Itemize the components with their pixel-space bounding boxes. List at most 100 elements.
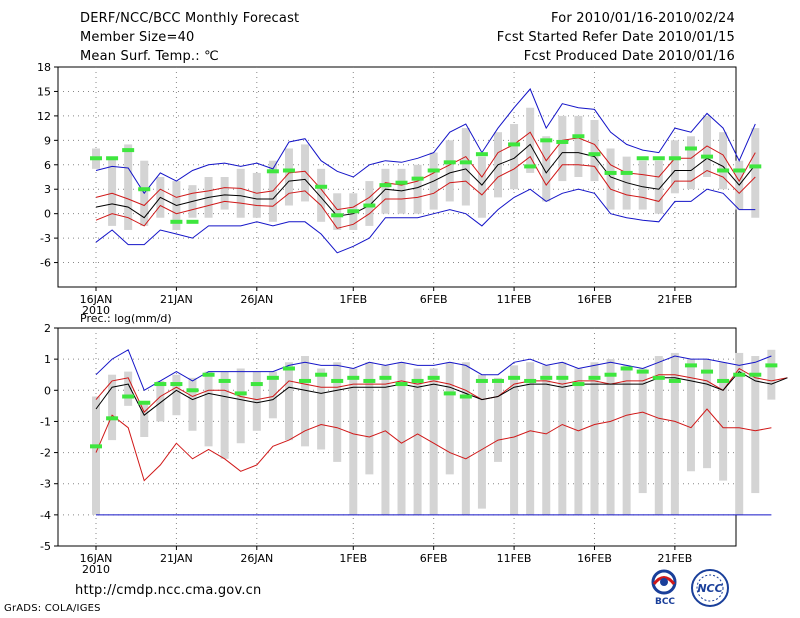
precipitation-spread-box <box>558 362 567 515</box>
precipitation-ytick-label: 2 <box>44 322 51 335</box>
temperature-spread-box <box>606 148 615 210</box>
temperature-ytick-label: -6 <box>40 257 51 270</box>
precipitation-observed-mark <box>684 363 697 368</box>
temperature-year-label: 2010 <box>82 304 110 317</box>
temperature-observed-mark <box>636 156 649 161</box>
temperature-observed-mark <box>604 170 617 175</box>
precipitation-observed-mark <box>395 382 408 387</box>
precipitation-spread-box <box>526 362 535 515</box>
precipitation-spread-box <box>719 362 728 481</box>
precipitation-series-ensemble-max <box>95 349 772 392</box>
precipitation-observed-mark <box>90 444 102 449</box>
precipitation-observed-mark <box>459 394 472 399</box>
forecast-start-date: Fcst Started Refer Date 2010/01/15 <box>496 30 735 45</box>
temperature-observed-mark <box>395 180 408 185</box>
precipitation-xtick-label: 1FEB <box>339 552 367 565</box>
temperature-observed-mark <box>363 203 376 208</box>
temperature-spread-box <box>220 177 229 210</box>
precipitation-ytick-label: -4 <box>40 509 51 522</box>
temperature-spread-box <box>236 168 245 218</box>
temperature-spread-box <box>381 168 390 214</box>
precipitation-observed-mark <box>218 378 231 383</box>
precipitation-observed-mark <box>604 372 617 377</box>
precipitation-observed-mark <box>170 382 183 387</box>
precipitation-ytick-label: -2 <box>40 447 51 460</box>
precipitation-spread-box <box>542 365 551 515</box>
temperature-ytick-label: 18 <box>37 61 51 74</box>
precipitation-spread-box <box>236 368 245 444</box>
precipitation-observed-mark <box>636 369 649 374</box>
precipitation-spread-box <box>268 371 277 419</box>
bcc-logo: BCC <box>643 567 687 607</box>
precipitation-observed-mark <box>250 382 263 387</box>
temperature-xtick-label: 16FEB <box>577 293 612 306</box>
precipitation-ytick-label: -1 <box>40 415 51 428</box>
temperature-spread-box <box>558 115 567 182</box>
precipitation-spread-box <box>108 374 117 441</box>
temperature-observed-mark <box>122 148 135 153</box>
precipitation-spread-box <box>284 362 293 441</box>
precipitation-spread-box <box>429 368 438 515</box>
precipitation-xtick-label: 16FEB <box>577 552 612 565</box>
precipitation-spread-box <box>204 371 213 447</box>
temperature-xtick-label: 26JAN <box>240 293 273 306</box>
temperature-spread-box <box>252 172 261 218</box>
precipitation-spread-box <box>461 362 470 515</box>
temperature-observed-mark <box>411 176 424 181</box>
ncc-logo-text: NCC <box>697 582 722 595</box>
temperature-observed-mark <box>138 187 151 192</box>
precipitation-spread-box <box>220 371 229 459</box>
precipitation-observed-mark <box>154 382 167 387</box>
temperature-observed-mark <box>170 219 183 224</box>
temperature-spread-box <box>590 119 599 182</box>
precipitation-frame <box>57 327 737 547</box>
temperature-ytick-label: 3 <box>44 183 51 196</box>
temperature-observed-mark <box>347 209 360 214</box>
temperature-spread-box <box>542 136 551 202</box>
temperature-observed-mark <box>684 146 697 151</box>
precipitation-observed-mark <box>106 416 119 421</box>
precipitation-spread-box <box>606 359 615 515</box>
precipitation-xtick-label: 6FEB <box>420 552 448 565</box>
temperature-ytick-label: 6 <box>44 159 51 172</box>
temperature-spread-box <box>510 124 519 190</box>
temperature-spread-box <box>638 160 647 210</box>
precipitation-observed-mark <box>492 378 504 383</box>
temperature-ytick-label: 9 <box>44 134 51 147</box>
forecast-period: For 2010/01/16-2010/02/24 <box>551 11 735 26</box>
precipitation-observed-mark <box>138 400 151 405</box>
temperature-ytick-label: 0 <box>44 208 51 221</box>
source-url[interactable]: http://cmdp.ncc.cma.gov.cn <box>75 583 262 598</box>
precipitation-observed-mark <box>572 382 585 387</box>
precipitation-spread-box <box>365 362 374 475</box>
precipitation-spread-box <box>638 368 647 494</box>
temperature-spread-box <box>574 115 583 177</box>
precipitation-observed-mark <box>540 375 553 380</box>
variable-label: Mean Surf. Temp.: ℃ <box>80 49 219 64</box>
temperature-series-ensemble-min <box>95 188 756 254</box>
precipitation-series-ensemble-mean <box>95 370 788 416</box>
precipitation-spread-box <box>156 380 165 422</box>
temperature-observed-mark <box>540 138 553 143</box>
temperature-spread-box <box>108 156 117 226</box>
precipitation-observed-mark <box>524 378 537 383</box>
temperature-observed-mark <box>266 169 279 174</box>
temperature-observed-mark <box>186 219 199 224</box>
temperature-spread-box <box>719 132 728 190</box>
precipitation-observed-mark <box>508 375 521 380</box>
precipitation-spread-box <box>349 368 358 515</box>
precipitation-spread-box <box>477 374 486 509</box>
precipitation-observed-mark <box>443 391 456 396</box>
temperature-observed-mark <box>282 168 295 173</box>
grads-credit: GrADS: COLA/IGES <box>4 603 101 614</box>
precipitation-observed-mark <box>266 375 279 380</box>
precipitation-ytick-label: -3 <box>40 478 51 491</box>
precipitation-observed-mark <box>202 372 215 377</box>
temperature-observed-mark <box>733 168 746 173</box>
temperature-observed-mark <box>459 160 472 165</box>
precipitation-observed-mark <box>701 369 714 374</box>
precipitation-spread-box <box>670 352 679 515</box>
precipitation-spread-box <box>413 368 422 515</box>
